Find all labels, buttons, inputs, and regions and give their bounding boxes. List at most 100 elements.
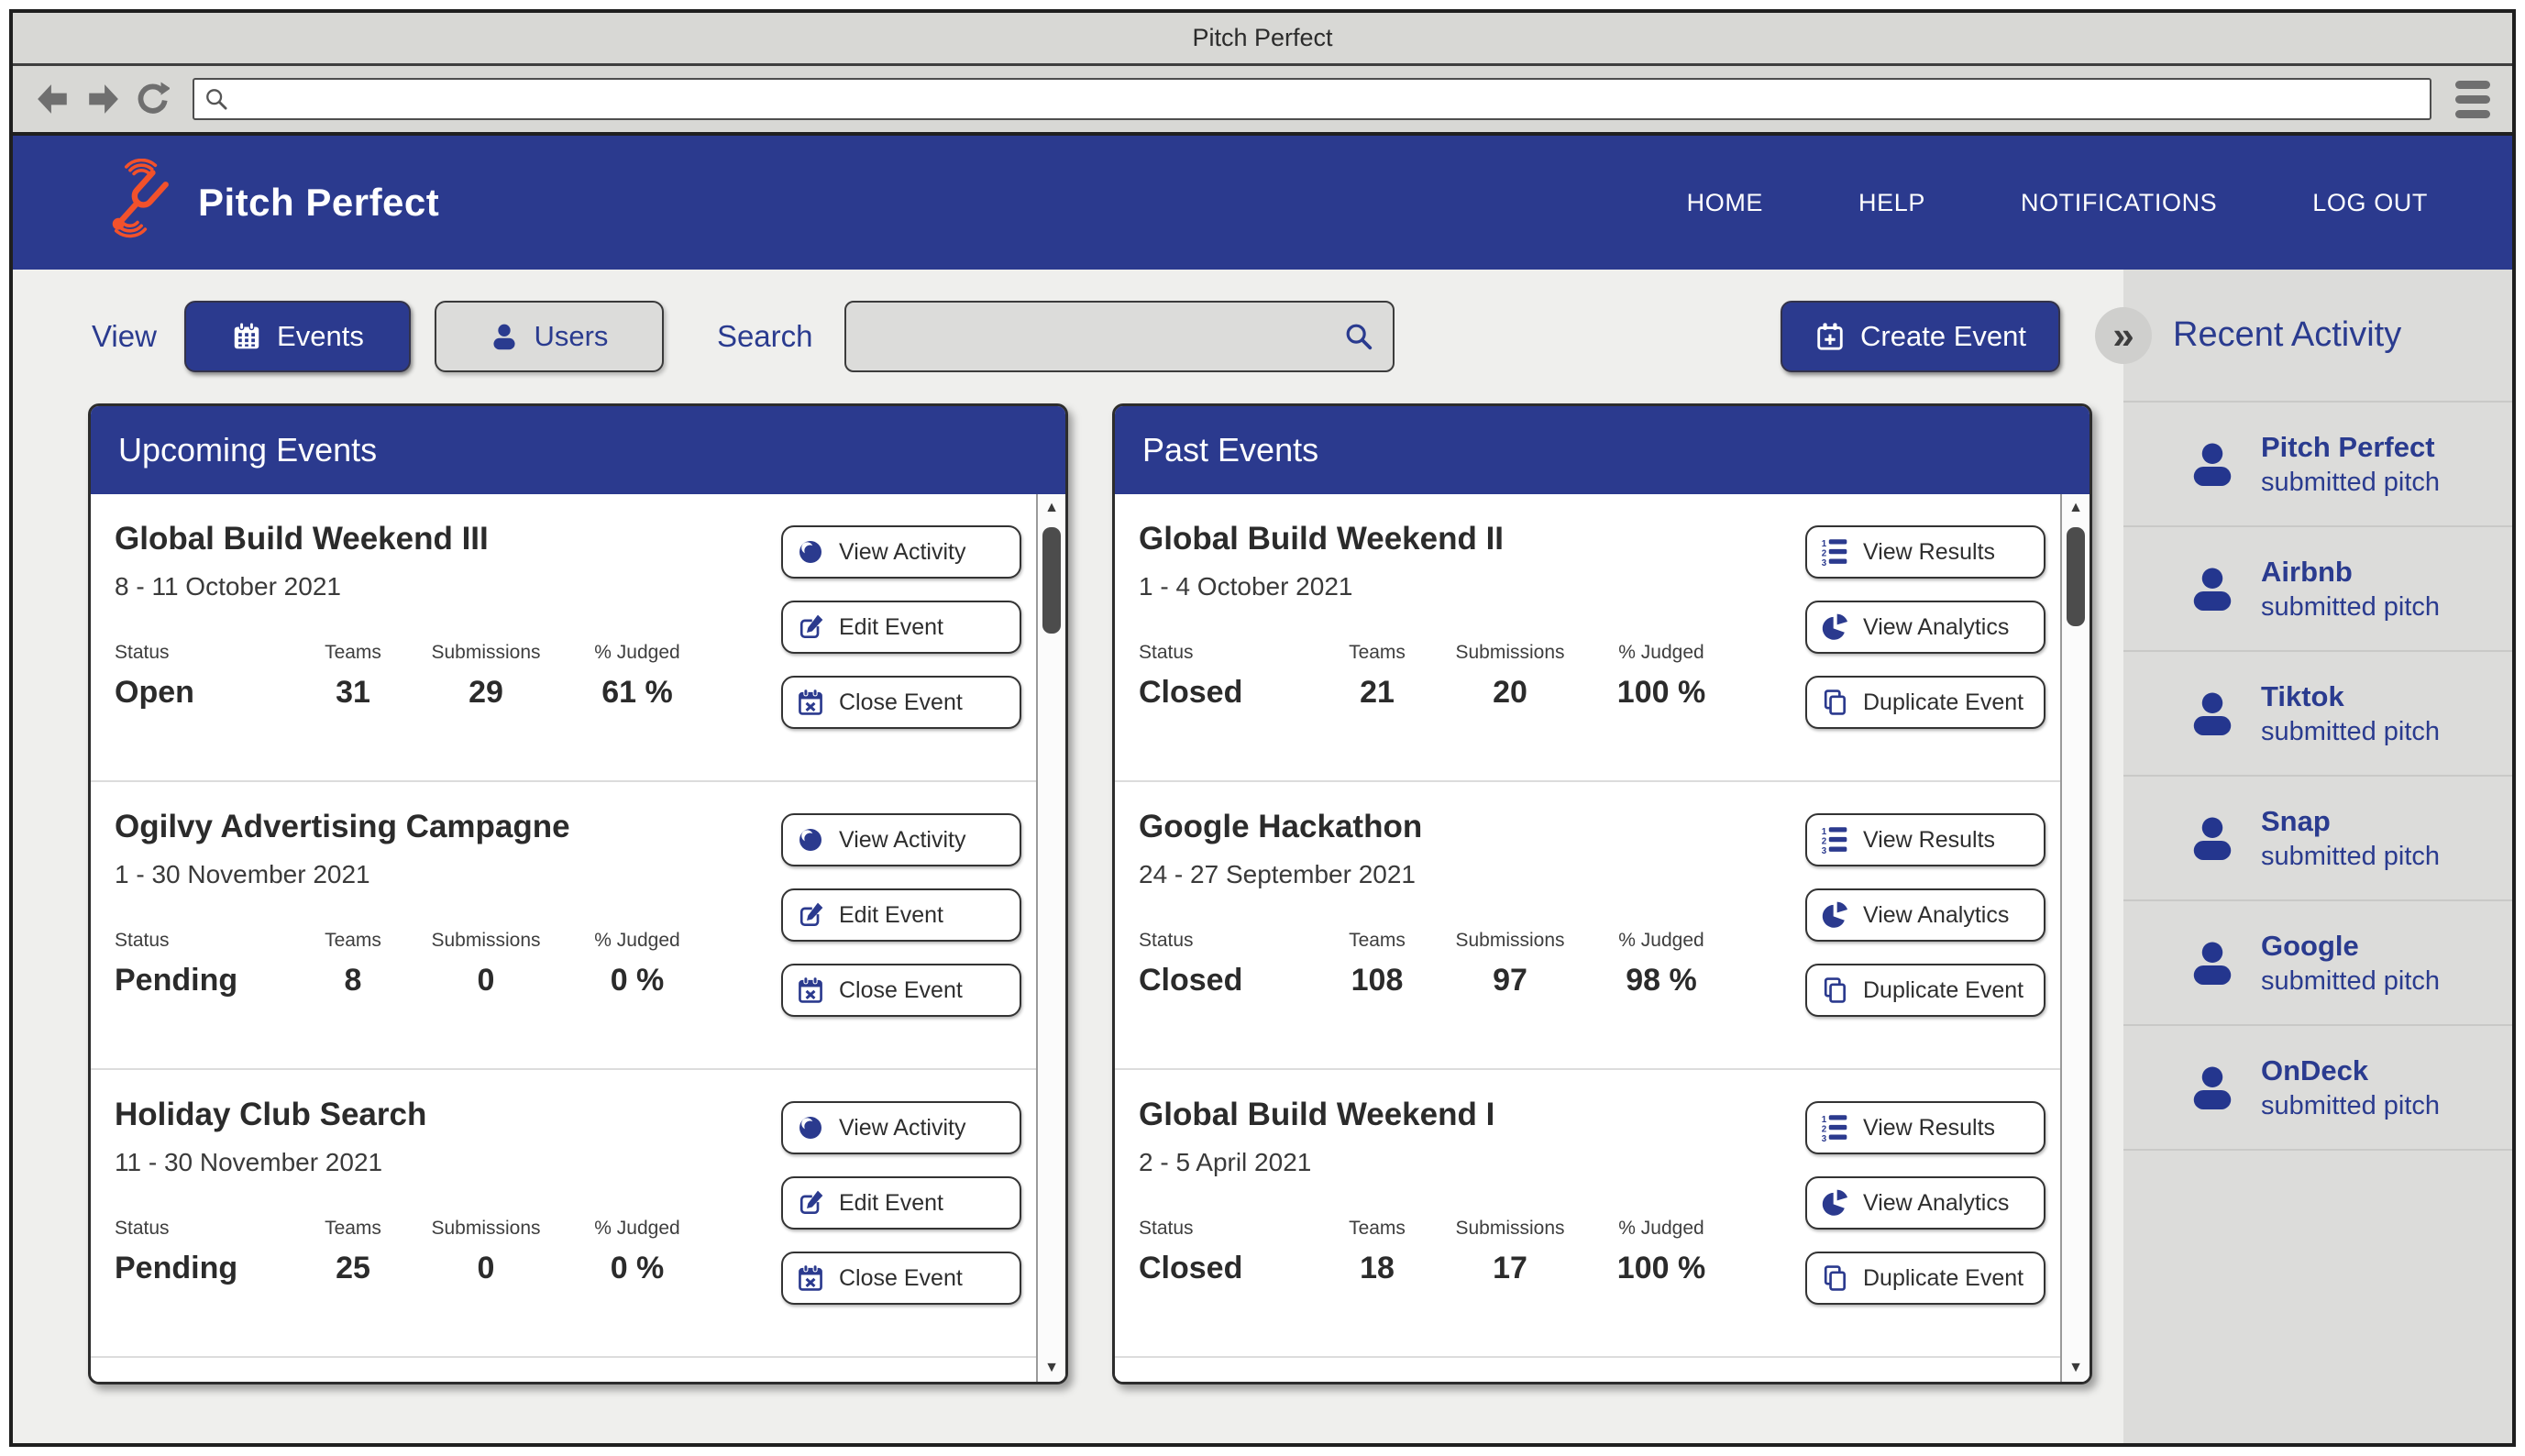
stat-status: Status Closed [1139, 1218, 1322, 1286]
nav-logout[interactable]: LOG OUT [2312, 189, 2428, 217]
stat-label: Status [1139, 1218, 1194, 1240]
search-icon[interactable] [1343, 321, 1374, 352]
view-analytics-button[interactable]: View Analytics [1805, 1176, 2045, 1230]
person-icon [490, 322, 519, 351]
svg-text:2: 2 [1822, 548, 1827, 558]
event-card: Ogilvy Advertising Campagne 1 - 30 Novem… [91, 782, 1036, 1070]
url-bar[interactable] [193, 78, 2431, 120]
stat-value: Closed [1139, 1251, 1242, 1286]
event-dates: 11 - 30 November 2021 [115, 1148, 781, 1177]
nav-home[interactable]: HOME [1687, 189, 1763, 217]
activity-item: Airbnb submitted pitch [2123, 527, 2512, 652]
person-icon [2188, 689, 2237, 738]
search-input[interactable] [865, 321, 1343, 352]
svg-text:3: 3 [1822, 558, 1827, 567]
create-event-button[interactable]: Create Event [1781, 301, 2060, 372]
view-results-label: View Results [1863, 827, 1995, 854]
duplicate-event-button[interactable]: Duplicate Event [1805, 1252, 2045, 1305]
stat-value: 97 [1493, 963, 1527, 998]
stat-status: StatusPending [115, 930, 298, 998]
scroll-thumb[interactable] [1042, 527, 1061, 634]
view-activity-button[interactable]: View Activity [781, 813, 1021, 866]
stat-value: 100 % [1617, 675, 1705, 711]
collapse-sidebar-button[interactable]: » [2095, 307, 2152, 364]
reload-button[interactable] [134, 81, 171, 117]
panels-row: Upcoming Events Global Build Weekend III… [13, 403, 2123, 1443]
edit-event-button[interactable]: Edit Event [781, 601, 1021, 654]
event-name: Ogilvy Advertising Campagne [115, 810, 781, 845]
past-events-panel: Past Events Global Build Weekend II 1 - … [1112, 403, 2092, 1384]
view-analytics-button[interactable]: View Analytics [1805, 888, 2045, 942]
forward-button[interactable] [84, 81, 121, 117]
view-analytics-label: View Analytics [1863, 1190, 2009, 1217]
person-icon [2188, 1063, 2237, 1112]
scroll-down-arrow[interactable]: ▼ [1038, 1354, 1065, 1382]
duplicate-icon [1820, 688, 1849, 717]
duplicate-event-button[interactable]: Duplicate Event [1805, 964, 2045, 1017]
upcoming-events-panel: Upcoming Events Global Build Weekend III… [88, 403, 1068, 1384]
view-label: View [92, 319, 157, 354]
recent-activity-list: Pitch Perfect submitted pitch Airbnb sub… [2123, 403, 2512, 1151]
stat-value: 17 [1493, 1251, 1527, 1286]
view-results-button[interactable]: 1 2 3 View Results [1805, 525, 2045, 579]
stat-submissions: Submissions20 [1432, 642, 1588, 711]
scroll-down-arrow[interactable]: ▼ [2062, 1354, 2089, 1382]
scroll-thumb[interactable] [2067, 527, 2085, 626]
nav-help[interactable]: HELP [1858, 189, 1925, 217]
activity-item: Pitch Perfect submitted pitch [2123, 403, 2512, 527]
window-title-bar: Pitch Perfect [13, 13, 2512, 66]
event-card: Global Build Weekend III 8 - 11 October … [91, 494, 1036, 782]
event-actions: View Activity Edit Event Close Event [781, 1101, 1021, 1356]
close-event-button[interactable]: Close Event [781, 1252, 1021, 1305]
view-activity-button[interactable]: View Activity [781, 1101, 1021, 1154]
url-input[interactable] [237, 85, 2420, 113]
reload-icon [135, 82, 170, 116]
edit-event-label: Edit Event [839, 614, 943, 641]
upcoming-scrollbar[interactable]: ▲ ▼ [1036, 494, 1065, 1382]
edit-event-button[interactable]: Edit Event [781, 888, 1021, 942]
eye-icon [796, 537, 825, 567]
view-activity-button[interactable]: View Activity [781, 525, 1021, 579]
calendar-icon [231, 321, 262, 352]
stat-value: 0 [478, 1251, 495, 1286]
browser-menu-button[interactable] [2455, 81, 2490, 118]
event-stats: StatusOpenTeams31Submissions29% Judged61… [115, 642, 781, 711]
edit-event-button[interactable]: Edit Event [781, 1176, 1021, 1230]
stat-value: 108 [1351, 963, 1404, 998]
duplicate-icon [1820, 1263, 1849, 1293]
activity-user-name: OnDeck [2261, 1054, 2440, 1087]
scroll-up-arrow[interactable]: ▲ [2062, 494, 2089, 522]
scroll-up-arrow[interactable]: ▲ [1038, 494, 1065, 522]
stat-teams: Teams108 [1322, 930, 1432, 998]
back-button[interactable] [35, 81, 72, 117]
view-results-button[interactable]: 1 2 3 View Results [1805, 813, 2045, 866]
person-icon [2188, 439, 2237, 489]
past-scrollbar[interactable]: ▲ ▼ [2060, 494, 2089, 1382]
duplicate-event-button[interactable]: Duplicate Event [1805, 676, 2045, 729]
person-icon [2188, 938, 2237, 987]
event-dates: 8 - 11 October 2021 [115, 572, 781, 601]
view-results-button[interactable]: 1 2 3 View Results [1805, 1101, 2045, 1154]
event-info: Google Hackathon 24 - 27 September 2021 … [1139, 810, 1805, 1068]
stat-value: 18 [1360, 1251, 1395, 1286]
tab-users[interactable]: Users [435, 301, 664, 372]
stat-value: 0 [478, 963, 495, 998]
search-box [844, 301, 1395, 372]
past-events-header: Past Events [1115, 406, 2089, 494]
pie-chart-icon [1820, 1188, 1849, 1218]
close-event-button[interactable]: Close Event [781, 676, 1021, 729]
stat-label: Submissions [431, 1218, 540, 1240]
tuning-fork-logo-icon [94, 159, 182, 247]
event-info: Global Build Weekend III 8 - 11 October … [115, 522, 781, 780]
stat-status: StatusPending [115, 1218, 298, 1286]
view-analytics-button[interactable]: View Analytics [1805, 601, 2045, 654]
nav-notifications[interactable]: NOTIFICATIONS [2021, 189, 2217, 217]
view-results-label: View Results [1863, 539, 1995, 566]
event-actions: 1 2 3 View Results View Analytics Duplic… [1805, 1101, 2045, 1356]
tab-events[interactable]: Events [184, 301, 411, 372]
stat-value: 20 [1493, 675, 1527, 711]
main-area: View Events [13, 270, 2123, 1443]
close-event-button[interactable]: Close Event [781, 964, 1021, 1017]
event-actions: 1 2 3 View Results View Analytics Duplic… [1805, 813, 2045, 1068]
view-results-label: View Results [1863, 1115, 1995, 1142]
